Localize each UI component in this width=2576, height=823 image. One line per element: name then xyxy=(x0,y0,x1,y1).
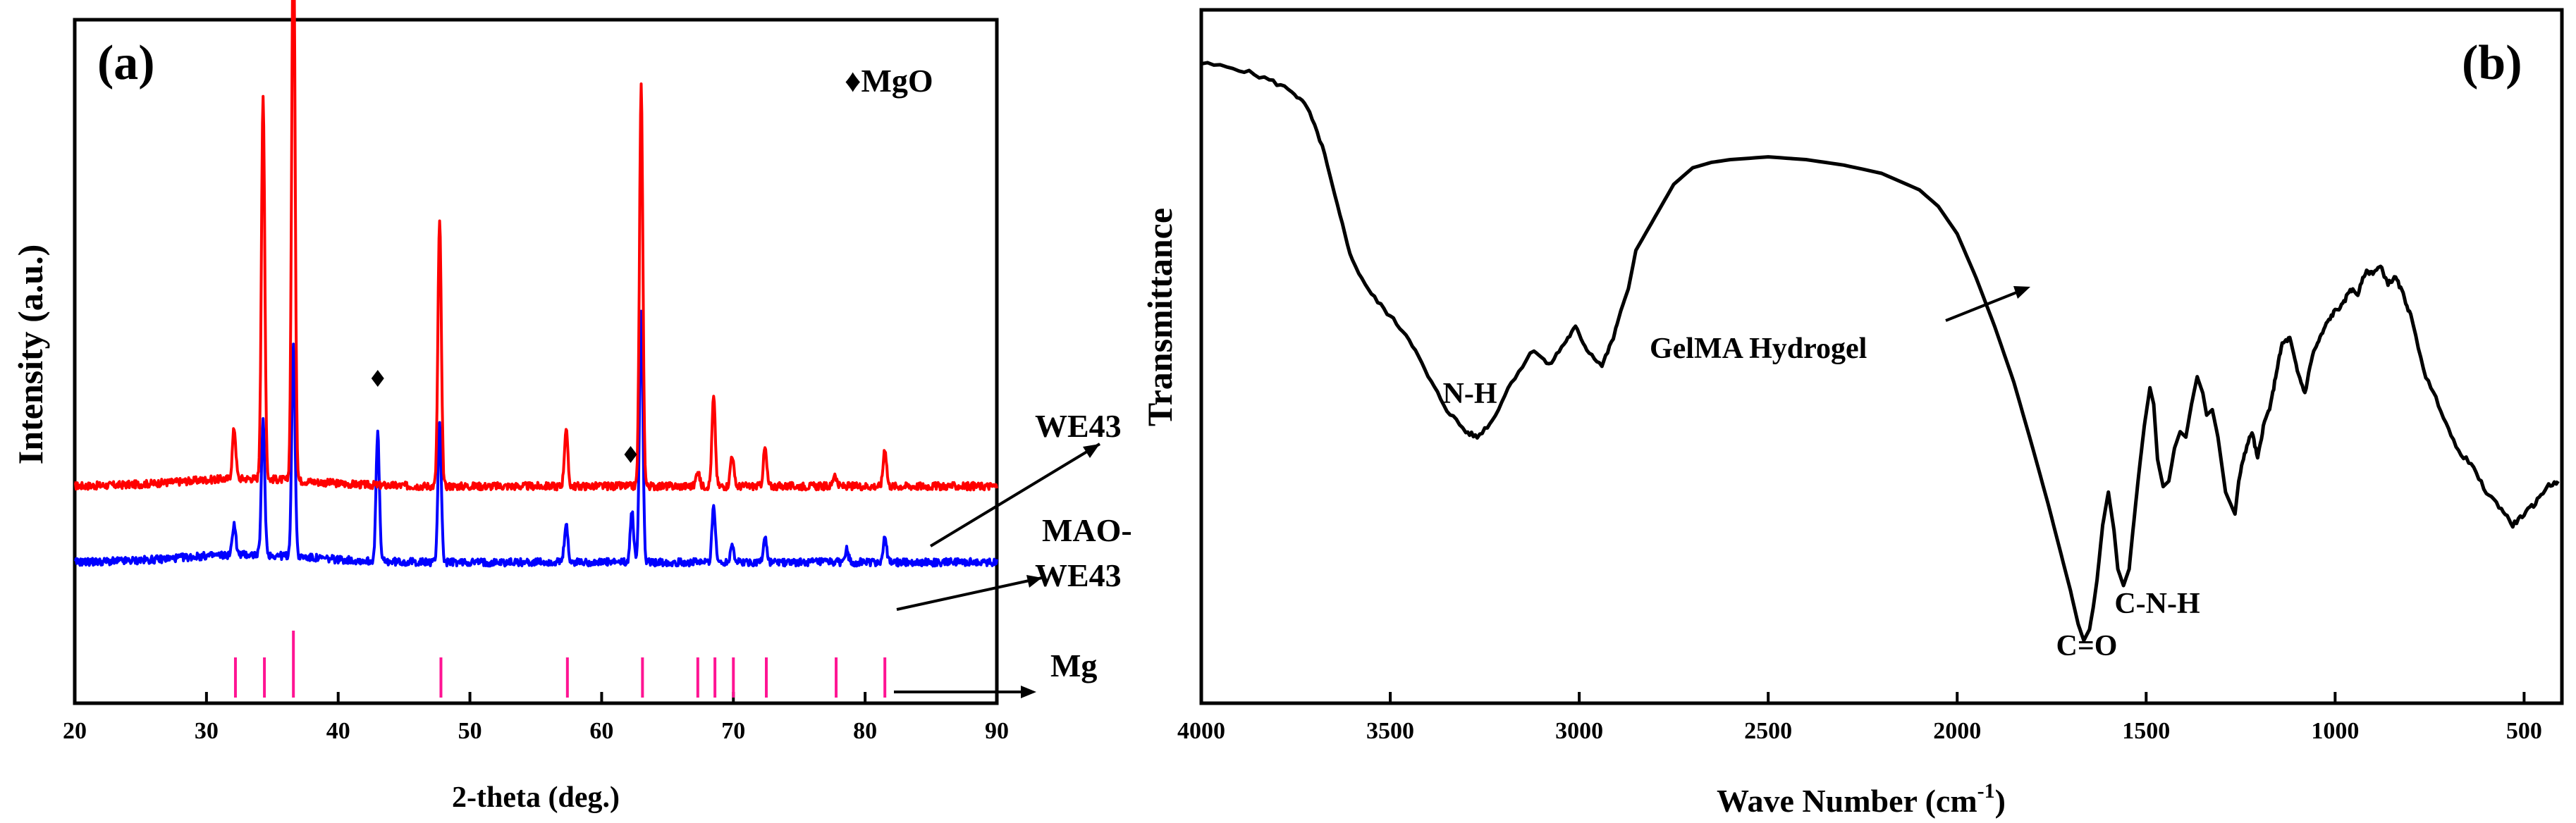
panel-a-tick-label: 50 xyxy=(458,718,482,744)
mg-annotation-label: Mg xyxy=(1050,648,1097,683)
panel-b-tick-label: 4000 xyxy=(1177,718,1225,744)
mgo-legend: ♦MgO xyxy=(845,63,933,99)
gelma-arrowhead xyxy=(2013,286,2030,299)
panel-a-frame xyxy=(73,18,999,705)
panel-b-tick-label: 2500 xyxy=(1744,718,1792,744)
mgo-marker xyxy=(371,370,384,387)
panel-a: (a) ♦MgO 20 30 40 50 60 70 80 90 Intensity (a.u… xyxy=(11,0,1132,814)
series-we43-line xyxy=(73,0,998,492)
we43-arrowhead xyxy=(1083,444,1100,458)
panel-a-x-ticks: 20 30 40 50 60 70 80 90 xyxy=(63,692,1009,744)
cnh-annotation: C-N-H xyxy=(2114,588,2200,620)
panel-b-tick-label: 3500 xyxy=(1366,718,1414,744)
mao-annotation-label-line1: MAO- xyxy=(1042,512,1132,548)
panel-a-tick-label: 90 xyxy=(985,718,1009,744)
panel-b-tick-label: 1500 xyxy=(2122,718,2170,744)
panel-b-tick-label: 2000 xyxy=(1933,718,1981,744)
co-annotation: C=O xyxy=(2056,630,2118,662)
panel-a-xlabel: 2-theta (deg.) xyxy=(452,781,620,814)
panel-b-ylabel: Transmittance xyxy=(1140,208,1179,426)
panel-b-xlabel: Wave Number (cm-1) xyxy=(1717,779,2006,819)
mao-arrowhead xyxy=(1026,575,1042,588)
panel-b-tick-label: 1000 xyxy=(2311,718,2359,744)
we43-annotation-arrow xyxy=(929,443,1101,547)
panel-a-tick-label: 80 xyxy=(853,718,877,744)
panel-a-tick-label: 60 xyxy=(589,718,613,744)
mgo-markers xyxy=(371,370,637,463)
we43-annotation-label: WE43 xyxy=(1035,408,1122,444)
mg-reference-lines xyxy=(233,631,887,698)
panel-a-tick-label: 40 xyxy=(326,718,350,744)
panel-a-tick-label: 20 xyxy=(63,718,87,744)
nh-annotation: N-H xyxy=(1443,378,1497,410)
mg-arrowhead xyxy=(1021,686,1036,698)
panel-b-x-ticks: 4000 3500 3000 2500 2000 1500 1000 500 xyxy=(1177,692,2542,744)
panel-b: (b) 4000 3500 3000 2500 2000 1500 1000 500 Tran… xyxy=(1140,8,2564,819)
series-mao-we43-line xyxy=(73,309,998,568)
gelma-ftir-line xyxy=(1201,61,2560,643)
panel-b-tick-label: 3000 xyxy=(1555,718,1603,744)
gelma-annotation-label: GelMA Hydrogel xyxy=(1650,333,1867,365)
panel-a-tick-label: 70 xyxy=(721,718,745,744)
mgo-marker xyxy=(624,446,637,463)
panel-a-tick-label: 30 xyxy=(195,718,219,744)
panel-b-tick-label: 500 xyxy=(2506,718,2542,744)
panel-a-ylabel: Intensity (a.u.) xyxy=(11,245,50,465)
panel-a-label: (a) xyxy=(97,36,155,90)
panel-b-label: (b) xyxy=(2462,36,2522,90)
mao-annotation-arrow xyxy=(896,576,1043,611)
gelma-annotation-arrow xyxy=(1945,289,2023,322)
mao-annotation-label-line2: WE43 xyxy=(1035,557,1122,593)
panel-b-frame xyxy=(1199,8,2564,705)
